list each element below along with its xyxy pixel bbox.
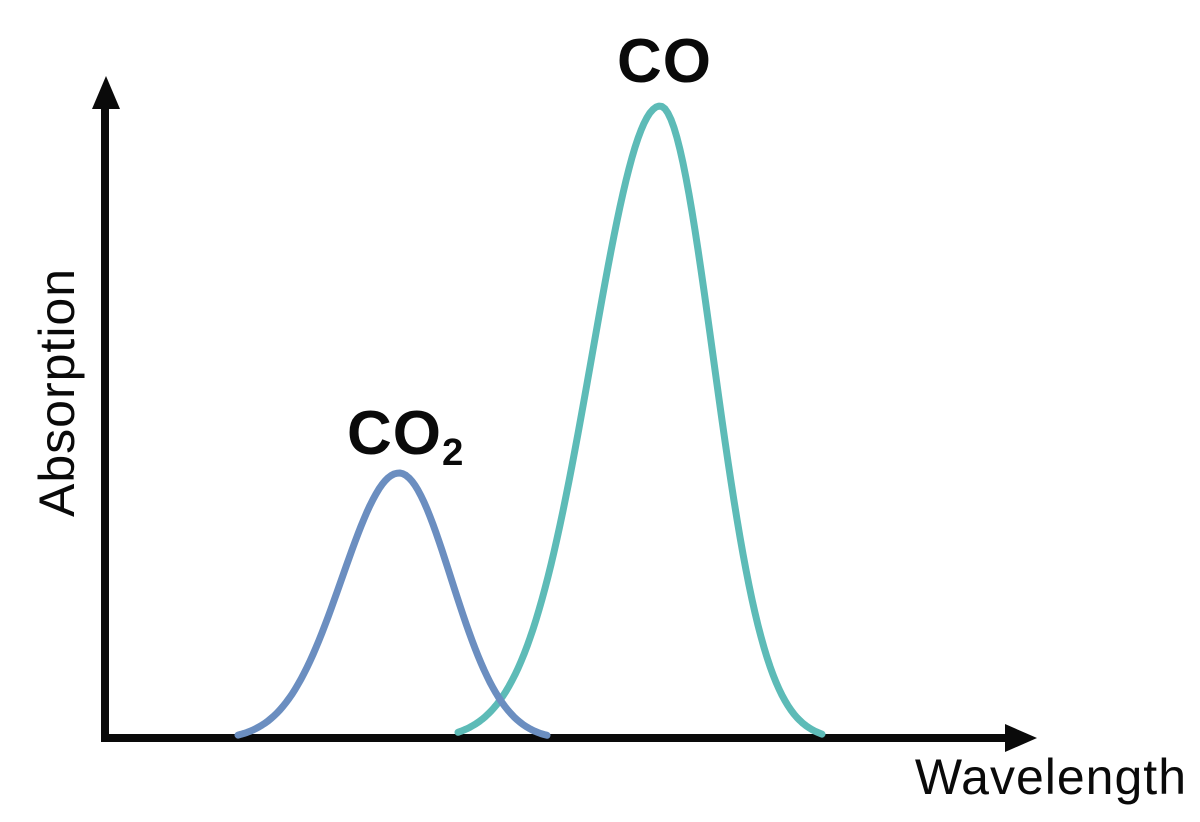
y-axis-arrowhead-icon — [92, 76, 120, 109]
co2-peak-label-main: CO — [347, 399, 442, 468]
co-curve — [454, 102, 826, 738]
x-axis-arrowhead-icon — [1005, 724, 1037, 752]
co-peak-label: CO — [617, 27, 712, 96]
curves-group — [234, 102, 826, 739]
x-axis-label: Wavelength — [914, 749, 1187, 805]
co2-peak-label: CO2 — [347, 403, 463, 472]
co2-curve — [234, 469, 551, 739]
y-axis-label: Absorption — [29, 267, 85, 517]
co2-peak-label-subscript: 2 — [442, 430, 464, 474]
